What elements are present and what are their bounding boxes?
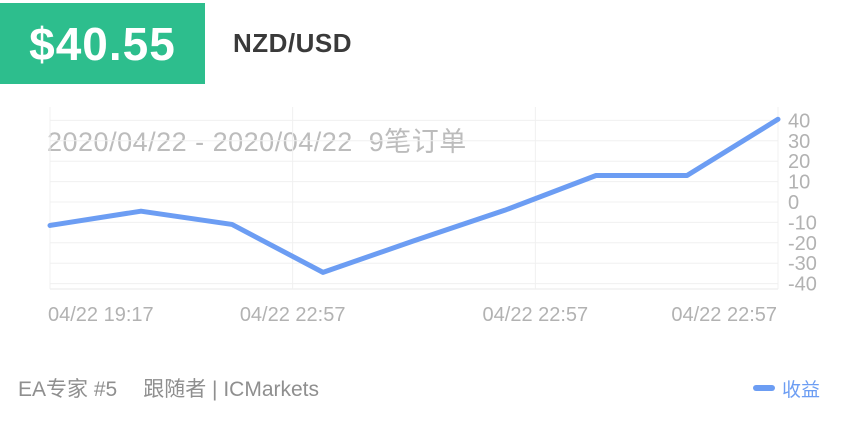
header: $40.55 NZD/USD [0, 0, 844, 84]
y-axis-label: 0 [788, 192, 799, 214]
legend-line-icon [752, 385, 775, 391]
legend-label: 收益 [781, 379, 820, 401]
y-axis-label: -10 [788, 212, 817, 234]
y-axis-label: -40 [788, 274, 817, 296]
footer: EA专家 #5 跟随者 | ICMarkets 收益 [0, 375, 844, 401]
y-axis-label: -30 [788, 253, 817, 275]
y-axis-label: 10 [788, 172, 810, 194]
profit-badge: $40.55 [0, 3, 205, 84]
y-axis-label: -20 [788, 233, 817, 255]
x-axis-label: 04/22 22:57 [240, 304, 346, 326]
legend-item-profit[interactable]: 收益 [752, 375, 820, 402]
profit-line-series [47, 116, 781, 275]
y-axis-label: 40 [788, 110, 810, 132]
x-axis-label: 04/22 22:57 [671, 304, 777, 326]
ea-expert-label: EA专家 #5 [18, 378, 118, 401]
profit-amount: $40.55 [29, 17, 176, 70]
y-axis-label: 20 [788, 151, 810, 173]
y-axis-label: 30 [788, 131, 810, 153]
x-axis-label: 04/22 19:17 [48, 304, 154, 326]
account-info: EA专家 #5 跟随者 | ICMarkets [18, 373, 319, 403]
profit-chart: 2020/04/22 - 2020/04/22 9笔订单 40 30 20 10 0 -1… [0, 95, 844, 345]
symbol-label: NZD/USD [233, 28, 353, 58]
x-axis-label: 04/22 22:57 [483, 304, 589, 326]
follower-broker-label: 跟随者 | ICMarkets [143, 378, 320, 401]
